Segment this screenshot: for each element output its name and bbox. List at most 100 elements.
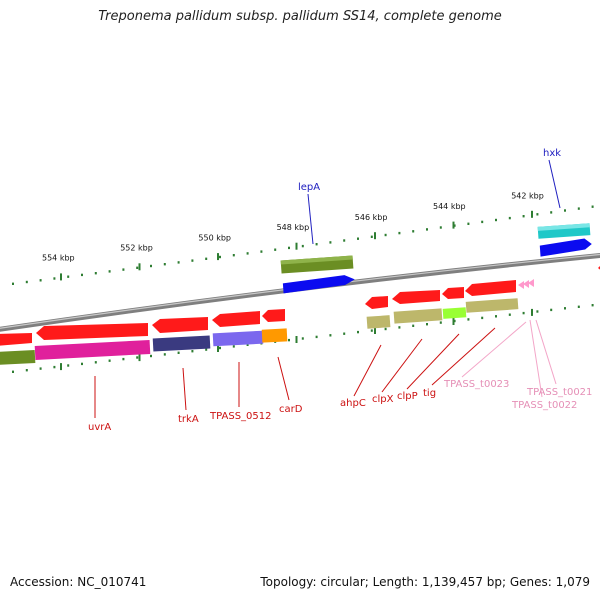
label-TPASS_t0023[interactable]: TPASS_t0023	[443, 379, 509, 390]
accession-text: Accession: NC_010741	[10, 575, 147, 589]
cog-bar-left[interactable]	[0, 349, 36, 366]
scale-dot	[591, 205, 594, 208]
cog-bar-carD[interactable]	[261, 328, 288, 343]
topology-text: Topology: circular; Length: 1,139,457 bp…	[260, 575, 590, 589]
reverse-features	[0, 266, 600, 346]
scale-dot	[53, 277, 56, 280]
label-tig[interactable]: tig	[423, 388, 436, 399]
scale-dot	[67, 275, 70, 278]
scale-major-tick	[60, 273, 62, 281]
cog-bar-trkA[interactable]	[152, 335, 211, 352]
feature-cds-tig[interactable]	[465, 280, 516, 296]
scale-dot	[508, 216, 511, 220]
scale-dot	[177, 351, 180, 354]
feature-cds-ahpC[interactable]	[365, 296, 388, 309]
scale-dot	[150, 264, 152, 268]
cog-bar-tig[interactable]	[465, 298, 519, 313]
scale-dot	[205, 257, 208, 260]
scale-dot	[398, 326, 401, 329]
feature-cds-uvrA[interactable]	[36, 323, 148, 340]
label-clpP[interactable]: clpP	[397, 391, 418, 402]
scale-major-tick	[531, 308, 533, 316]
cog-bar-ahpC[interactable]	[366, 315, 391, 329]
feature-cds-clpP[interactable]	[442, 287, 464, 299]
scale-dot	[384, 233, 387, 237]
scale-dot	[329, 241, 332, 244]
cog-bar-uvrA[interactable]	[34, 339, 151, 360]
feature-cds-lepA[interactable]	[282, 274, 356, 294]
map-title: Treponema pallidum subsp. pallidum SS14,…	[98, 9, 502, 24]
cog-bar-clpX[interactable]	[393, 308, 443, 324]
scale-dot	[232, 254, 235, 257]
scale-dot	[219, 346, 221, 350]
scale-dot	[550, 211, 553, 214]
label-TPASS_t0022[interactable]: TPASS_t0022	[511, 400, 577, 411]
scale-major-tick	[531, 210, 533, 218]
scale-dot	[136, 266, 139, 269]
label-TPASS_0512[interactable]: TPASS_0512	[209, 411, 271, 422]
feature-cds-carD[interactable]	[262, 309, 285, 322]
scale-dot	[108, 270, 111, 273]
cog-bar-TPASS_0512[interactable]	[212, 330, 264, 347]
feature-trna-t0021[interactable]	[523, 280, 529, 288]
scale-dot	[12, 282, 14, 285]
scale-dot	[536, 213, 539, 216]
scale-dot	[467, 222, 470, 225]
scale-dot	[439, 226, 442, 229]
label-ahpC[interactable]: ahpC	[340, 398, 366, 409]
reverse-cog-bars	[0, 298, 519, 366]
scale-dot	[150, 354, 152, 358]
scale-dot	[564, 307, 566, 310]
scale-dot	[315, 335, 318, 339]
callout-lines	[94, 159, 561, 418]
scale-major-tick	[138, 354, 141, 362]
scale-dot	[246, 343, 249, 346]
label-uvrA[interactable]: uvrA	[88, 422, 111, 433]
scale-dot	[564, 209, 566, 212]
scale-dot	[205, 348, 208, 351]
feature-trna-t0022[interactable]	[528, 279, 534, 287]
label-clpX[interactable]: clpX	[372, 394, 394, 405]
forward-features	[280, 223, 593, 294]
feature-cds-uvrA-left[interactable]	[0, 333, 32, 346]
tick-label-546: 546 kbp	[355, 213, 388, 222]
scale-dot	[522, 215, 525, 218]
scale-dot	[577, 305, 580, 308]
scale-dot	[370, 235, 373, 238]
scale-dot	[39, 279, 42, 282]
scale-dot	[25, 369, 28, 372]
scale-dot	[191, 259, 194, 262]
tick-label-552: 552 kbp	[120, 244, 153, 253]
cog-bar-clpP[interactable]	[442, 307, 467, 319]
feature-cds-TPASS_0512[interactable]	[212, 311, 260, 327]
scale-dot	[398, 231, 401, 235]
scale-dot	[219, 255, 221, 259]
scale-dot	[453, 319, 456, 323]
scale-dot	[67, 364, 70, 367]
scale-dot	[343, 239, 346, 242]
scale-dot	[591, 304, 594, 307]
feature-cds-hxk[interactable]	[539, 238, 593, 257]
feature-cds-trkA[interactable]	[152, 317, 208, 333]
scale-dot	[39, 367, 42, 370]
scale-dot	[191, 350, 194, 353]
label-TPASS_t0021[interactable]: TPASS_t0021	[526, 387, 592, 398]
label-trkA[interactable]: trkA	[178, 414, 199, 425]
minor-ticks	[60, 210, 533, 371]
feature-trna-t0023[interactable]	[518, 281, 524, 289]
label-lepA[interactable]: lepA	[298, 182, 320, 193]
label-carD[interactable]: carD	[279, 404, 303, 415]
tick-label-550: 550 kbp	[198, 234, 231, 243]
scale-major-tick	[217, 345, 219, 352]
scale-dot	[412, 324, 415, 327]
tick-labels: 554 kbp 552 kbp 550 kbp 548 kbp 546 kbp 544 k…	[42, 192, 544, 263]
scale-dot	[232, 345, 235, 348]
feature-cds-clpX[interactable]	[392, 290, 440, 304]
label-hxk[interactable]: hxk	[543, 148, 561, 159]
scale-dot	[94, 272, 97, 275]
scale-dot	[329, 334, 332, 337]
scale-dot	[163, 353, 166, 356]
scale-dot	[453, 224, 456, 227]
tick-dots	[12, 205, 594, 373]
